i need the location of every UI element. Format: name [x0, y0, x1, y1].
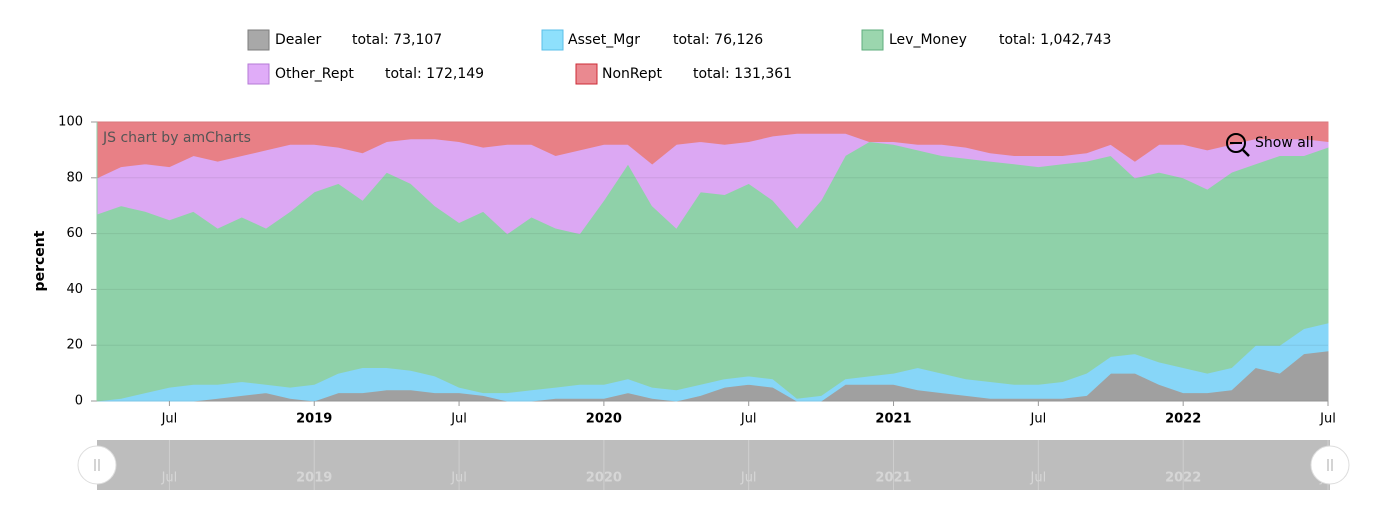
x-tick-label: Jul	[450, 412, 467, 427]
nav-tick-label: 2019	[296, 471, 332, 486]
area	[96, 121, 1329, 179]
x-tick-label: Jul	[1030, 412, 1047, 427]
y-tick-label: 60	[66, 226, 83, 241]
legend-swatch[interactable]	[541, 29, 564, 51]
y-axis-label: percent	[32, 230, 48, 291]
nav-tick-label: 2020	[586, 471, 622, 486]
legend-swatch[interactable]	[247, 63, 270, 85]
legend-total[interactable]: total: 172,149	[385, 66, 484, 82]
credit: JS chart by amCharts	[102, 130, 251, 146]
y-tick-label: 100	[58, 115, 83, 130]
scrollbar[interactable]	[97, 440, 1330, 490]
y-tick-label: 40	[66, 282, 83, 297]
x-tick-label: 2019	[296, 412, 332, 427]
legend-swatch[interactable]	[575, 63, 598, 85]
legend-item[interactable]: Other_Rept total: 172,149	[247, 63, 484, 85]
nav-tick-label: Jul	[450, 471, 467, 486]
x-tick-label: 2021	[875, 412, 911, 427]
x-tick-label: Jul	[161, 412, 178, 427]
legend-label[interactable]: Other_Rept	[275, 66, 354, 82]
legend-label[interactable]: Dealer	[275, 32, 321, 48]
legend-swatch[interactable]	[247, 29, 270, 51]
scroll-handle-knob[interactable]	[77, 445, 117, 485]
y-tick-label: 20	[66, 338, 83, 353]
legend-item[interactable]: Lev_Money total: 1,042,743	[861, 29, 1111, 51]
legend-item[interactable]: Dealer total: 73,107	[247, 29, 442, 51]
zoom-button-label[interactable]: Show all	[1255, 135, 1314, 151]
areas	[96, 121, 1329, 402]
x-tick-label: 2020	[586, 412, 622, 427]
legend-item[interactable]: NonRept total: 131,361	[575, 63, 792, 85]
zoom-out-button[interactable]: Show all	[1226, 133, 1314, 157]
legend-total[interactable]: total: 131,361	[693, 66, 792, 82]
legend-label[interactable]: Lev_Money	[889, 32, 967, 48]
nav-tick-label: Jul	[1030, 471, 1047, 486]
x-tick-label: 2022	[1165, 412, 1201, 427]
scroll-handle-knob[interactable]	[1310, 445, 1350, 485]
nav-tick-label: 2022	[1165, 471, 1201, 486]
x-tick-label: Jul	[1319, 412, 1336, 427]
legend-swatch[interactable]	[861, 29, 884, 51]
legend-label[interactable]: NonRept	[602, 66, 663, 82]
legend-total[interactable]: total: 73,107	[352, 32, 442, 48]
legend-label[interactable]: Asset_Mgr	[568, 32, 640, 48]
nav-tick-label: 2021	[875, 471, 911, 486]
legend-total[interactable]: total: 1,042,743	[999, 32, 1111, 48]
nav-tick-label: Jul	[161, 471, 178, 486]
scroll-handle[interactable]	[77, 445, 117, 485]
zoom-icon-handle[interactable]	[1242, 149, 1250, 157]
y-tick-label: 80	[66, 170, 83, 185]
zoom-icon[interactable]	[1226, 133, 1246, 153]
x-tick-label: Jul	[740, 412, 757, 427]
legend-total[interactable]: total: 76,126	[673, 32, 763, 48]
legend-item[interactable]: Asset_Mgr total: 76,126	[541, 29, 763, 51]
nav-tick-label: Jul	[740, 471, 757, 486]
y-tick-label: 0	[75, 394, 83, 409]
scroll-handle[interactable]	[1310, 445, 1350, 485]
